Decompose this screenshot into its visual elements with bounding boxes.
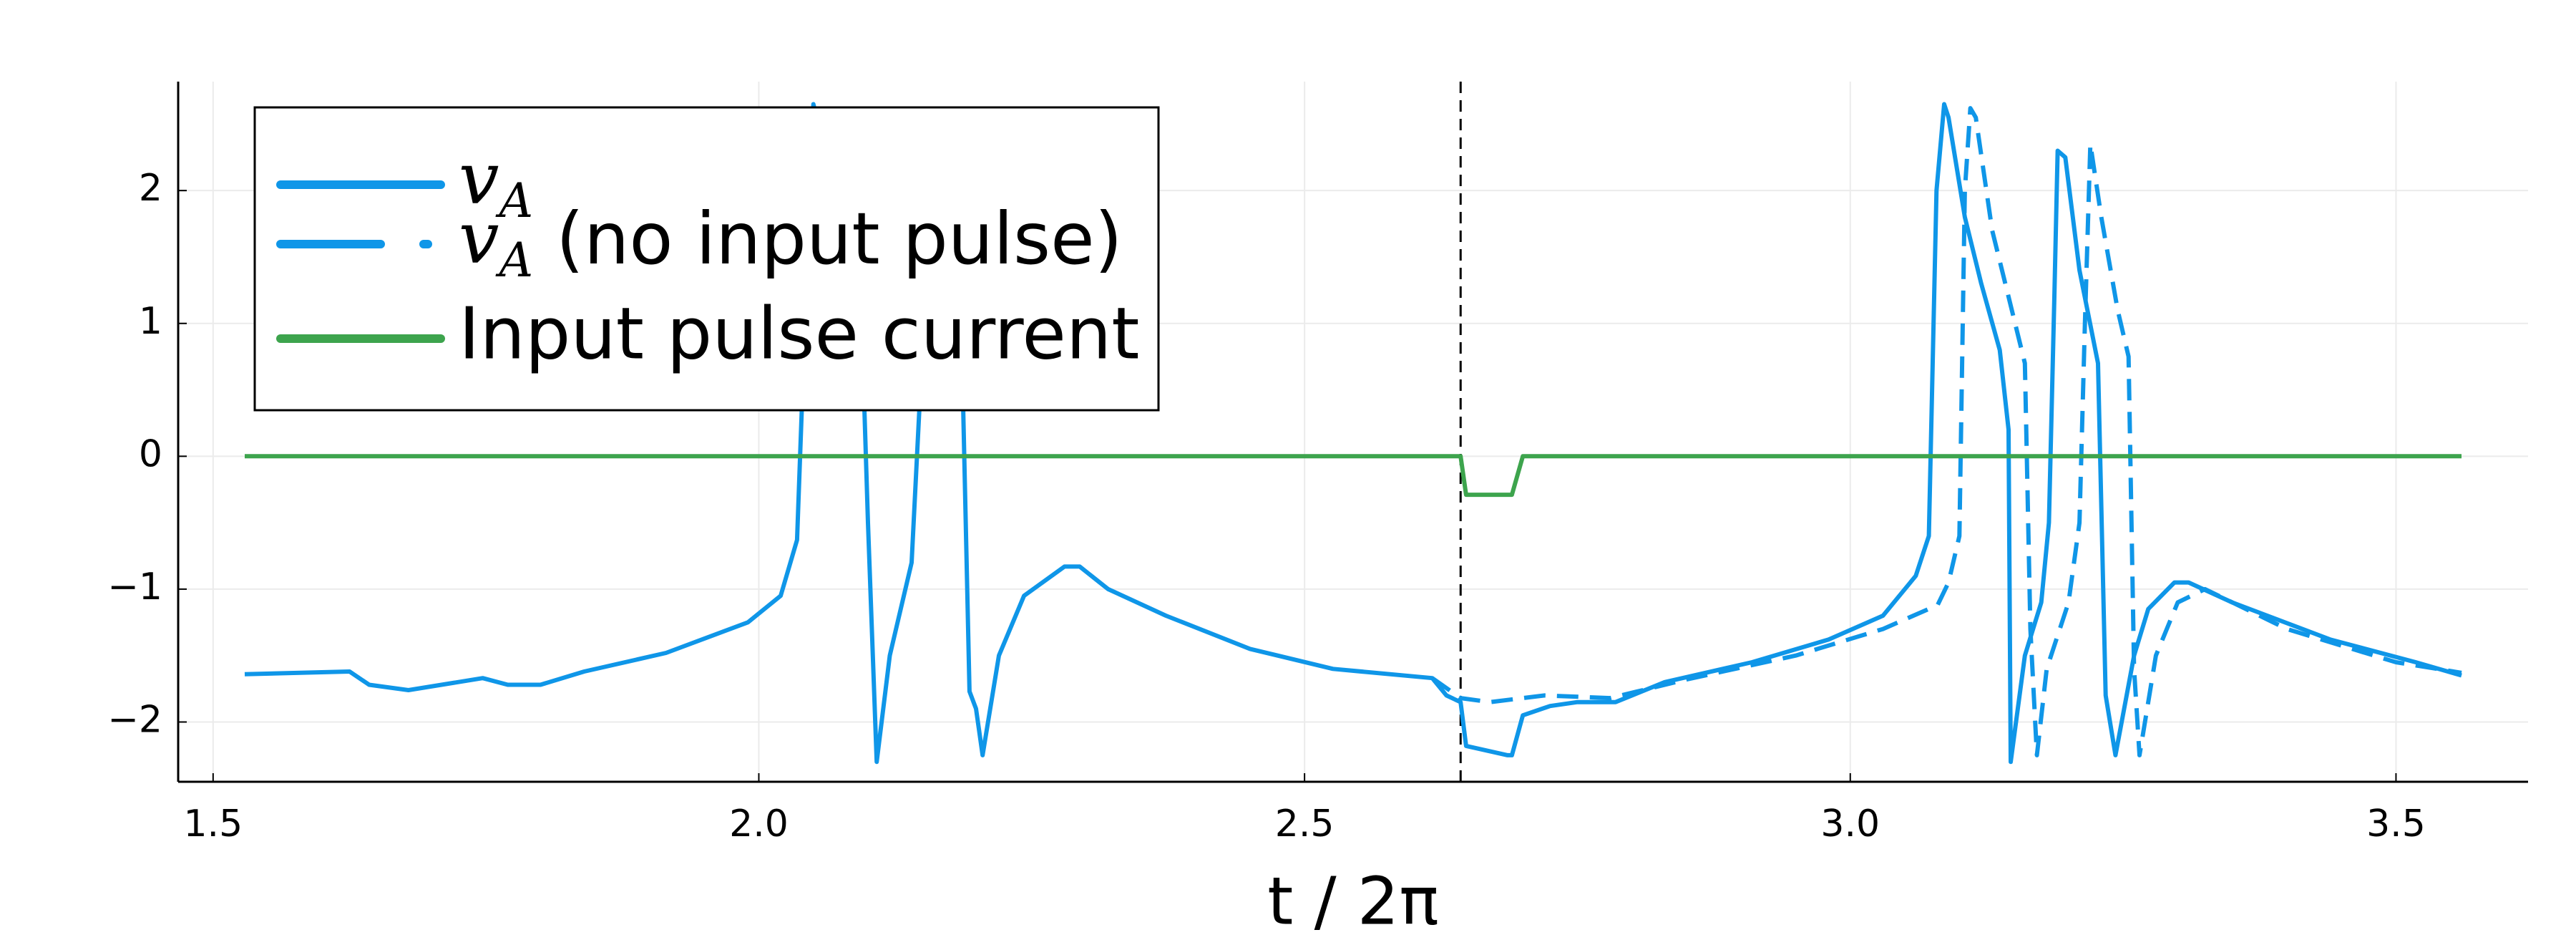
legend-label: vA (no input pulse) bbox=[459, 196, 1123, 288]
y-tick-label: 0 bbox=[139, 432, 162, 475]
series-line bbox=[245, 454, 2462, 498]
y-tick-label: 1 bbox=[139, 300, 162, 343]
y-tick-label: −1 bbox=[107, 566, 162, 609]
series-line bbox=[1430, 106, 2462, 757]
x-tick-label: 2.5 bbox=[1275, 803, 1335, 845]
x-tick-label: 3.5 bbox=[2366, 803, 2426, 845]
x-axis-label: t / 2π bbox=[1267, 863, 1438, 939]
legend-label: Input pulse current bbox=[459, 291, 1140, 375]
legend-label: vA bbox=[459, 137, 533, 228]
legend-box bbox=[253, 106, 1160, 412]
y-tick-label: 2 bbox=[139, 167, 162, 210]
x-tick-label: 3.0 bbox=[1820, 803, 1880, 845]
y-tick-label: −2 bbox=[107, 698, 162, 741]
x-tick-label: 2.0 bbox=[729, 803, 789, 845]
x-tick-label: 1.5 bbox=[183, 803, 243, 845]
